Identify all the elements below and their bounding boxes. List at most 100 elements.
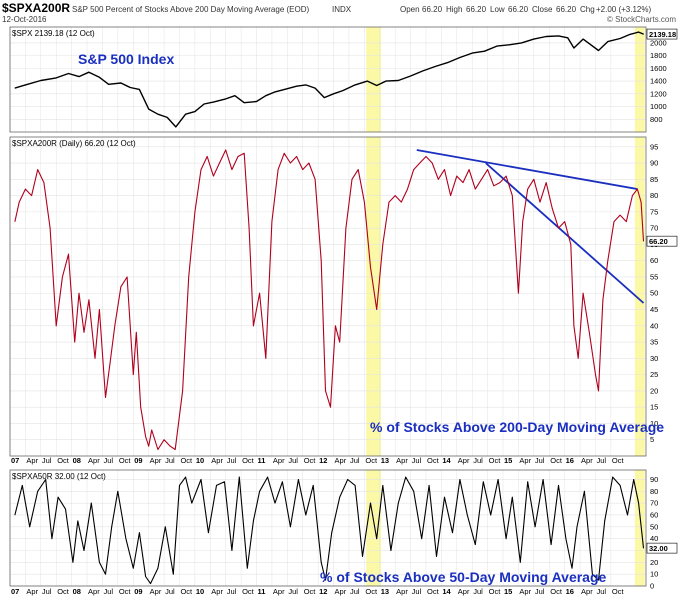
data-point-spxa200r [487,169,489,170]
x-tick-label-spxa50r: 08 [73,587,81,596]
y-tick-label-spx: 800 [650,115,663,124]
data-point-spx [422,70,424,72]
x-tick-label-spxa200r: Apr [396,456,408,465]
data-point-spxa50r [459,479,461,480]
y-tick-label-spxa50r: 60 [650,510,658,519]
x-tick-label-spxa200r: Apr [26,456,38,465]
x-tick-label-spxa200r: Oct [612,456,625,465]
data-point-spxa50r [405,476,407,478]
data-point-spxa200r [602,299,604,301]
data-point-spxa50r [382,484,384,486]
data-point-spx [296,85,297,87]
trendline-1 [485,162,645,304]
y-tick-label-spxa50r: 70 [650,499,658,508]
x-tick-label-spxa50r: Oct [57,587,70,596]
x-tick-label-spxa200r: 07 [11,456,19,465]
data-point-spx [367,80,368,82]
data-point-spxa200r [577,357,579,359]
data-point-spxa200r [551,208,553,210]
y-tick-label-spxa200r: 85 [650,175,658,184]
data-point-spxa50r [397,502,399,504]
data-point-spxa200r [174,449,176,450]
data-point-spxa200r [394,195,396,196]
ohlc-high-label: High [446,5,462,14]
x-tick-label-spxa200r: Oct [180,456,193,465]
data-point-spx [305,84,307,86]
data-point-spxa50r [139,532,140,534]
data-point-spxa200r [400,201,402,203]
data-point-spxa50r [571,567,573,569]
data-point-spxa50r [362,556,363,557]
data-point-spxa200r [194,211,196,213]
data-point-spx [98,76,100,78]
data-point-spxa200r [237,156,239,157]
ohlc-low-label: Low [490,5,505,14]
data-point-spx [203,103,205,105]
data-point-spx [256,101,257,102]
y-tick-label-spx: 1200 [650,89,667,98]
x-tick-label-spxa200r: Oct [242,456,255,465]
data-point-spx [286,88,288,90]
data-point-spxa50r [436,556,437,557]
data-point-spxa50r [305,514,307,516]
data-point-spxa50r [370,502,371,504]
y-tick-label-spxa200r: 90 [650,159,658,168]
data-point-spxa50r [534,526,536,528]
x-tick-label-spxa50r: Oct [242,587,255,596]
data-point-spxa50r [179,484,180,486]
data-point-spxa200r [212,175,214,177]
x-tick-label-spxa50r: Jul [288,587,298,596]
data-point-spxa50r [246,567,248,569]
data-point-spxa50r [72,561,74,563]
x-tick-label-spxa50r: Jul [42,587,52,596]
data-point-spx [25,84,26,86]
data-point-spx [558,35,559,37]
x-tick-label-spxa200r: Jul [227,456,237,465]
data-point-spxa200r [157,449,159,450]
data-point-spxa200r [339,341,341,343]
data-point-spxa200r [518,292,519,294]
data-point-spxa50r [238,476,240,478]
data-point-spxa50r [331,532,333,534]
panel-frame-spxa200r [9,136,647,457]
data-point-spxa200r [163,439,165,441]
data-point-spxa200r [613,221,615,223]
data-point-spx [243,102,245,104]
data-point-spx [157,113,159,115]
x-tick-label-spxa200r: Apr [581,456,593,465]
data-point-spxa50r [591,573,593,575]
annotation-spxa200r: % of Stocks Above 200-Day Moving Average [370,419,664,435]
x-tick-label-spxa50r: 15 [504,587,512,596]
y-tick-label-spxa50r: 90 [650,475,658,484]
data-point-spxa200r [330,406,331,408]
chart-symbol: $SPXA200R [2,1,70,15]
data-point-spxa200r [505,175,507,177]
x-tick-label-spxa200r: Oct [427,456,440,465]
data-point-spxa200r [499,182,501,183]
data-point-spxa50r [274,502,276,504]
y-tick-label-spxa50r: 80 [650,487,658,496]
data-point-spxa200r [388,201,390,203]
ohlc-low-value: 66.20 [508,5,529,14]
y-tick-label-spx: 2000 [650,38,667,47]
x-tick-label-spxa200r: Jul [350,456,360,465]
data-point-spxa50r [132,567,134,569]
data-point-spxa50r [376,538,378,540]
y-tick-label-spxa200r: 45 [650,305,658,314]
highlight-band-spxa200r-1 [634,137,645,456]
x-tick-label-spxa50r: Apr [150,587,162,596]
data-point-spx [598,50,599,51]
ohlc-open-label: Open [400,5,420,14]
data-point-spxa200r [94,357,96,359]
x-tick-label-spxa50r: Oct [365,587,378,596]
data-point-spx [354,84,356,86]
chart-description: S&P 500 Percent of Stocks Above 200 Day … [72,5,310,14]
x-tick-label-spxa50r: Oct [550,587,563,596]
data-point-spxa200r [636,188,638,190]
data-point-spxa50r [390,550,392,551]
data-point-spxa50r [542,479,544,480]
y-tick-label-spxa200r: 35 [650,338,658,347]
data-point-spxa200r [259,292,260,294]
x-tick-label-spxa50r: 16 [566,587,574,596]
